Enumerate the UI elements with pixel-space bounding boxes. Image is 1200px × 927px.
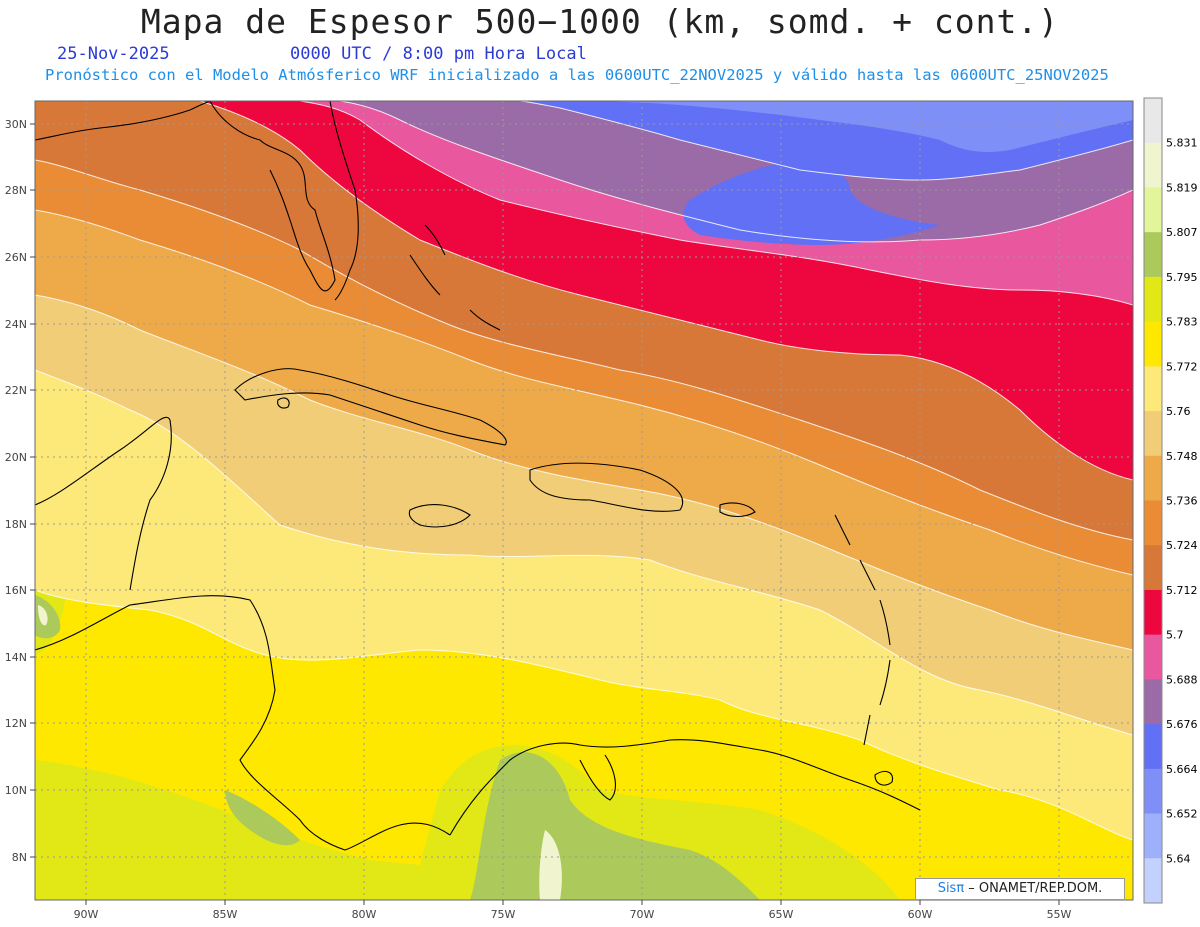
gulf-coast (35, 101, 211, 141)
colorbar-label: 5.676 (1166, 718, 1198, 731)
lat-label: 22N (5, 384, 27, 397)
band-green-west (35, 595, 61, 639)
colorbar-swatch (1144, 321, 1162, 367)
yucatan (35, 416, 172, 591)
bahamas-3 (469, 309, 501, 331)
lon-label: 70W (630, 908, 655, 921)
colorbar-label: 5.831 (1166, 137, 1198, 150)
colorbar-label: 5.652 (1166, 808, 1198, 821)
lat-labels: 30N 28N 26N 24N 22N 20N 18N 16N 14N 12N … (5, 118, 27, 864)
band-pale-colombia (539, 830, 562, 900)
colorbar-swatch (1144, 768, 1162, 815)
lat-label: 8N (12, 851, 27, 864)
lat-label: 12N (5, 717, 27, 730)
colorbar-label: 5.807 (1166, 226, 1198, 239)
colorbar-swatch (1144, 98, 1162, 144)
lat-label: 30N (5, 118, 27, 131)
colorbar-label: 5.76 (1166, 405, 1191, 418)
colorbar-label: 5.736 (1166, 495, 1198, 508)
puerto-rico (719, 502, 756, 518)
lon-labels: 90W 85W 80W 75W 70W 65W 60W 55W (74, 908, 1072, 921)
colorbar: 5.831 5.819 5.807 5.795 5.783 5.772 5.76 5.748 5… (1143, 97, 1198, 904)
lat-label: 16N (5, 584, 27, 597)
colorbar-label: 5.688 (1166, 673, 1198, 686)
lesser-antilles (834, 514, 891, 746)
colorbar-swatch (1144, 187, 1162, 233)
colorbar-swatch (1144, 455, 1162, 501)
band-pale-west (38, 605, 48, 626)
contour-lines (35, 101, 1133, 841)
bahamas-2 (424, 224, 446, 256)
colorbar-label: 5.7 (1166, 629, 1184, 642)
colorbar-label: 5.664 (1166, 763, 1198, 776)
colorbar-swatch (1144, 724, 1162, 770)
lat-label: 18N (5, 518, 27, 531)
colorbar-swatch (1144, 366, 1162, 412)
lat-label: 14N (5, 651, 27, 664)
cuba (234, 368, 507, 446)
central-america (35, 595, 451, 851)
credit-logo: Sisπ (937, 881, 965, 896)
credit-box: Sisπ – ONAMET/REP.DOM. (915, 878, 1125, 900)
colorbar-label: 5.783 (1166, 316, 1198, 329)
colorbar-swatch (1144, 634, 1162, 680)
lat-label: 26N (5, 251, 27, 264)
colorbar-swatch (1144, 589, 1162, 636)
hispaniola (529, 462, 683, 512)
lat-label: 24N (5, 318, 27, 331)
colorbar-swatch (1144, 232, 1162, 278)
colorbar-swatch (1144, 411, 1162, 457)
colorbar-swatch (1144, 500, 1162, 546)
colorbar-label: 5.64 (1166, 852, 1191, 865)
colorbar-swatch (1144, 813, 1162, 859)
florida-coast (209, 101, 336, 292)
valid-time: 0000 UTC / 8:00 pm Hora Local (290, 44, 587, 64)
colorbar-label: 5.772 (1166, 360, 1198, 373)
bahamas-1 (409, 254, 441, 296)
coastlines (35, 101, 921, 851)
lon-label: 75W (491, 908, 516, 921)
maracaibo (579, 754, 616, 801)
colorbar-swatch (1144, 276, 1162, 323)
band-lime-west2 (108, 778, 156, 849)
trinidad (874, 770, 894, 786)
lat-label: 28N (5, 184, 27, 197)
lon-label: 80W (352, 908, 377, 921)
jamaica (408, 504, 471, 528)
credit-org: – ONAMET/REP.DOM. (964, 881, 1103, 896)
colorbar-label: 5.795 (1166, 271, 1198, 284)
lat-lon-grid (35, 101, 1133, 900)
valid-date: 25-Nov-2025 (57, 44, 170, 64)
lat-label: 20N (5, 451, 27, 464)
lon-label: 85W (213, 908, 238, 921)
lon-label: 65W (769, 908, 794, 921)
map-title: Mapa de Espesor 500−1000 (km, somd. + co… (140, 2, 1060, 41)
colorbar-swatch (1144, 679, 1162, 725)
lon-label: 55W (1047, 908, 1072, 921)
colorbar-frame (1143, 97, 1163, 904)
florida-east (329, 101, 359, 301)
band-5676-tongue (683, 160, 940, 245)
colorbar-label: 5.748 (1166, 450, 1198, 463)
colorbar-label: 5.712 (1166, 584, 1198, 597)
colorbar-swatch (1144, 858, 1162, 904)
lon-label: 90W (74, 908, 99, 921)
colorbar-swatch (1144, 142, 1162, 188)
lat-label: 10N (5, 784, 27, 797)
colorbar-swatch (1144, 545, 1162, 591)
band-green-panama (225, 790, 300, 846)
band-5664 (600, 101, 1133, 152)
map-frame (34, 100, 1134, 901)
isle-of-youth (277, 397, 290, 409)
lon-label: 60W (908, 908, 933, 921)
colorbar-label: 5.819 (1166, 181, 1198, 194)
axis-ticks (30, 123, 1060, 905)
contour-bands (35, 101, 1133, 900)
colombia-venezuela (449, 739, 921, 836)
colorbar-label: 5.724 (1166, 539, 1198, 552)
forecast-subtitle: Pronóstico con el Modelo Atmósferico WRF… (45, 66, 1109, 84)
